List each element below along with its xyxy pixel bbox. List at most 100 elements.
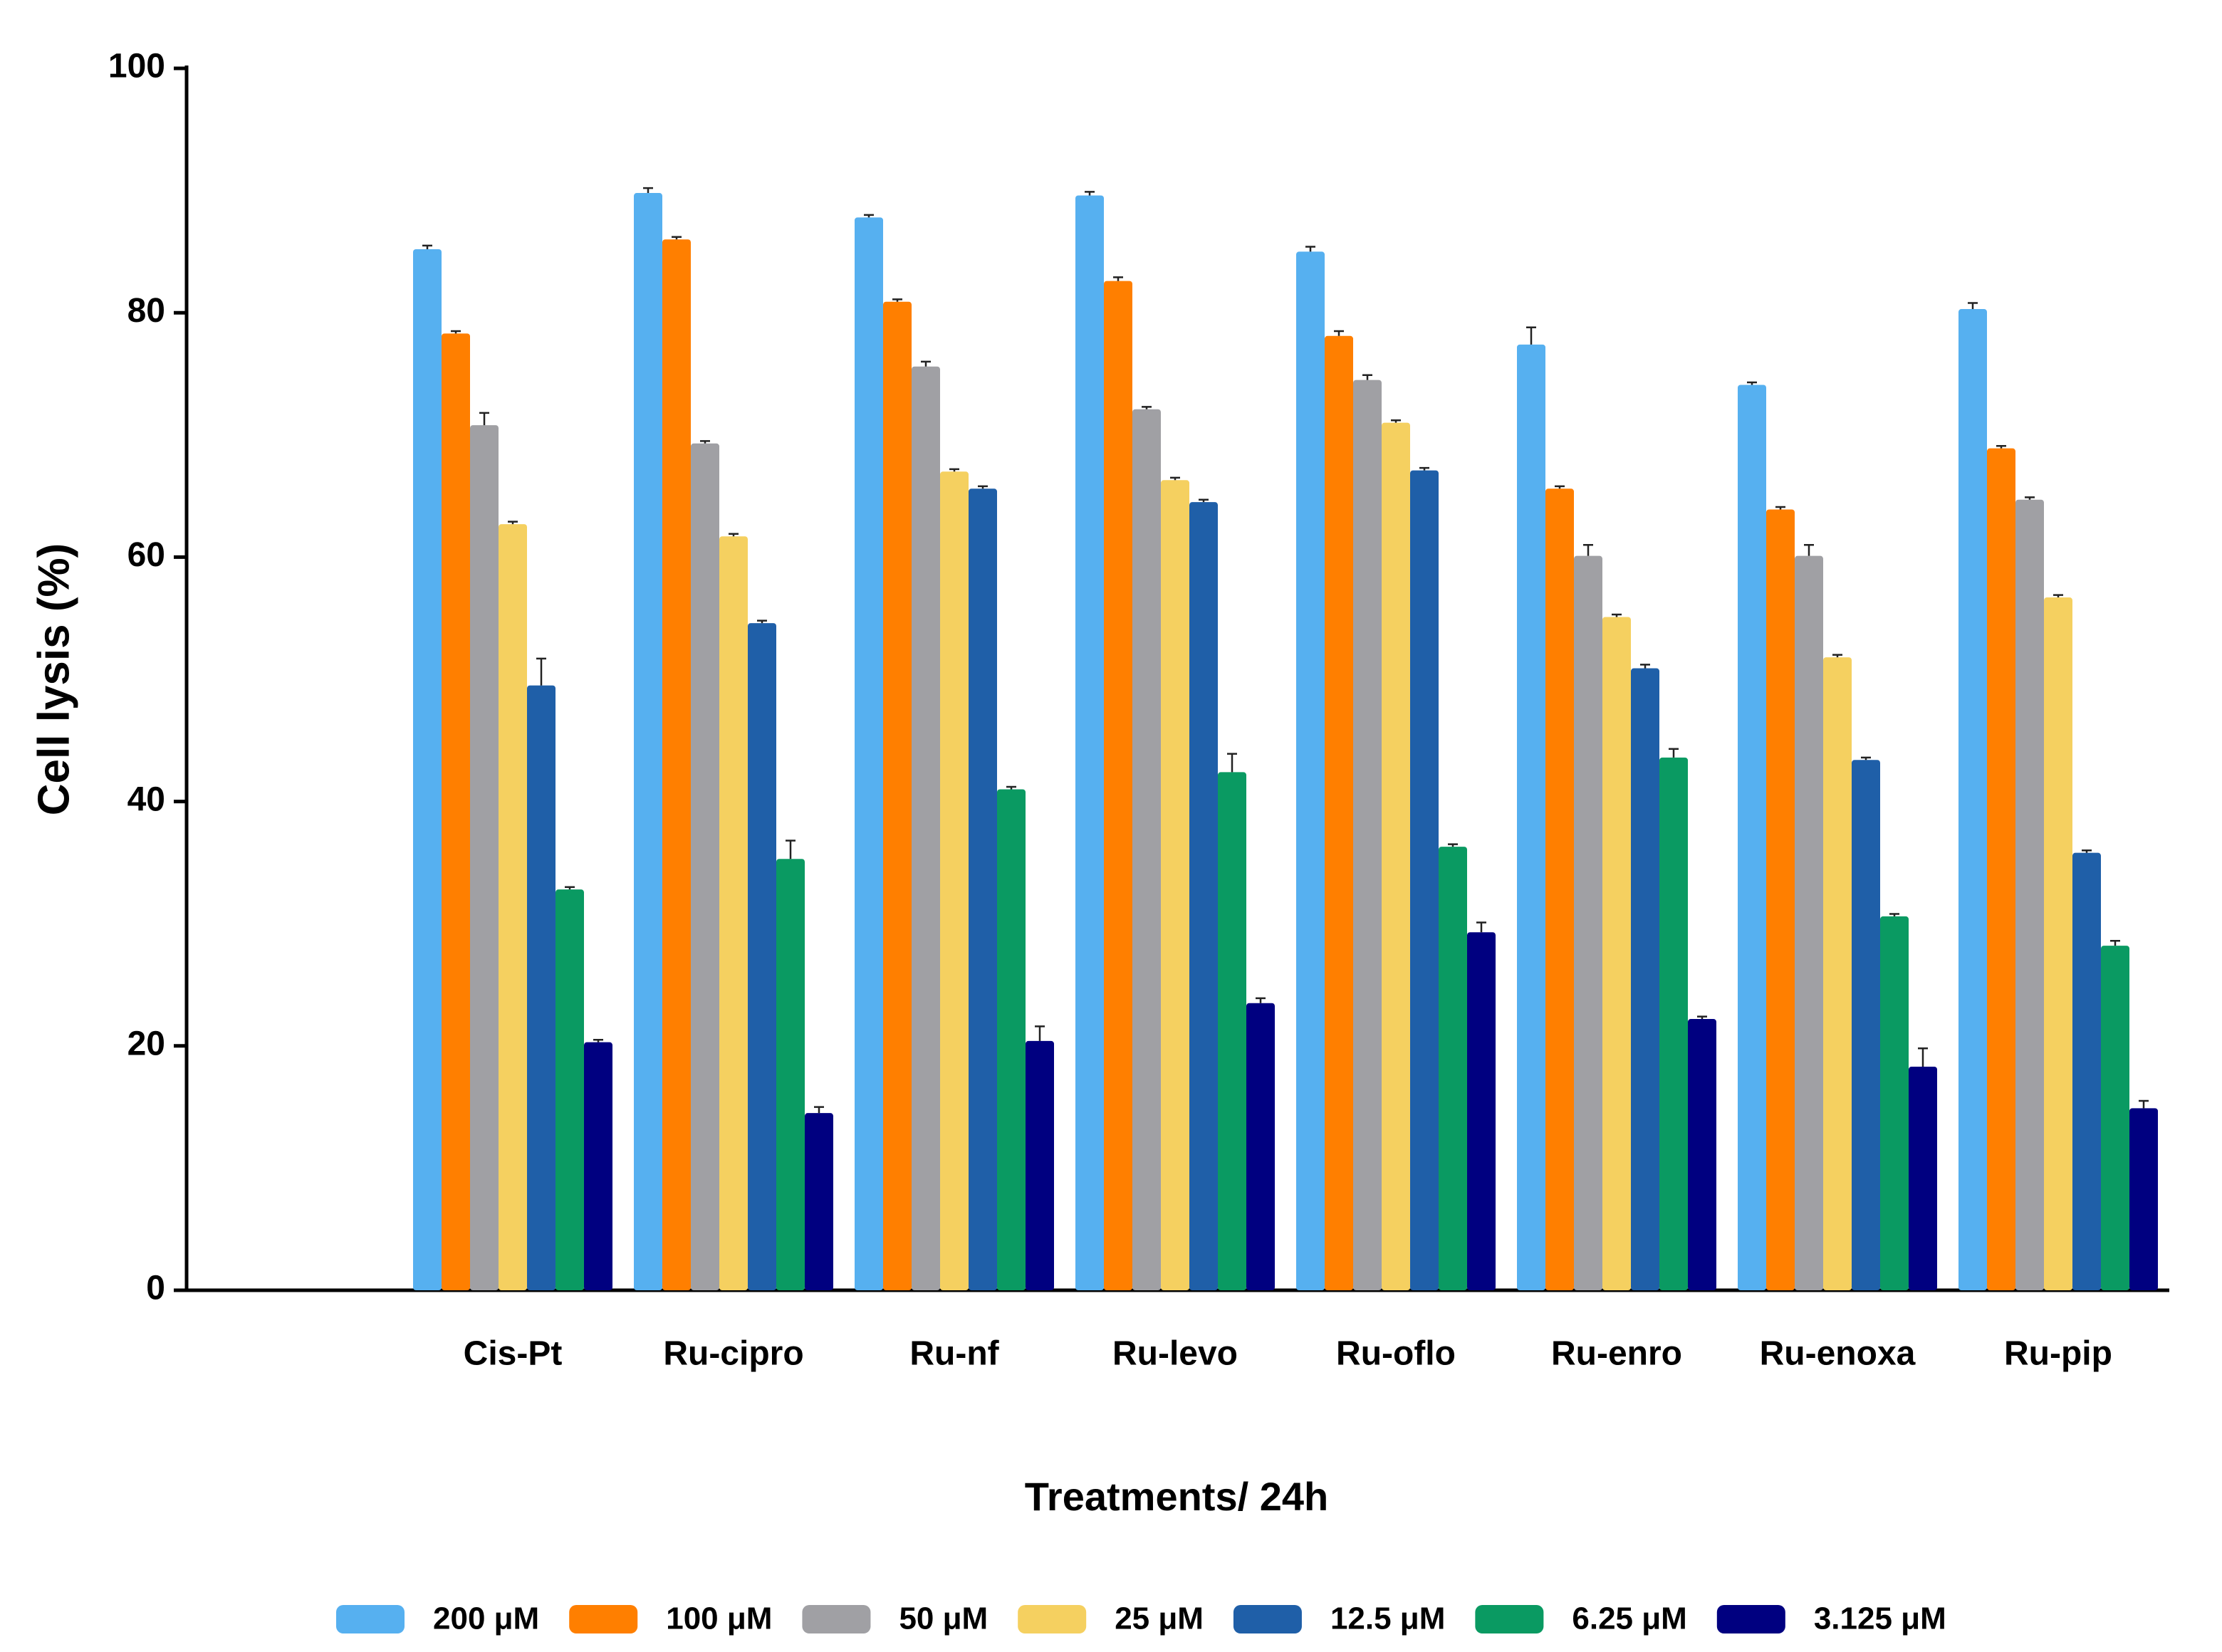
- error-bar: [479, 412, 489, 426]
- error-bar: [1861, 756, 1871, 760]
- error-bar: [1669, 748, 1679, 758]
- error-bar: [978, 485, 988, 489]
- error-bar: [2053, 594, 2063, 598]
- error-bar: [1227, 753, 1237, 773]
- error-bar: [1142, 406, 1152, 409]
- error-bar: [451, 330, 461, 334]
- bar: [1132, 409, 1161, 1291]
- bar: [2101, 946, 2129, 1290]
- error-bar: [1996, 444, 2006, 449]
- bar: [499, 524, 527, 1290]
- bar: [1852, 760, 1880, 1290]
- legend-swatch: [569, 1605, 638, 1633]
- error-bar: [643, 187, 653, 194]
- x-axis-title: Treatments/ 24h: [1025, 1474, 1328, 1519]
- bar: [1880, 916, 1909, 1290]
- bar: [969, 488, 997, 1291]
- error-bar: [1804, 543, 1814, 556]
- bar: [748, 623, 776, 1290]
- bar: [1602, 617, 1631, 1290]
- bar: [805, 1113, 833, 1290]
- error-bar: [1526, 326, 1536, 345]
- bar: [1104, 281, 1132, 1291]
- bar: [1795, 555, 1823, 1290]
- legend-swatch: [336, 1605, 405, 1633]
- error-bar: [2139, 1099, 2149, 1109]
- error-bar: [422, 244, 432, 249]
- error-bar: [921, 360, 931, 367]
- bar: [1688, 1019, 1716, 1290]
- bar: [2072, 852, 2101, 1290]
- legend-swatch: [1018, 1605, 1087, 1633]
- error-bar: [1362, 374, 1372, 380]
- error-bar: [1640, 664, 1650, 669]
- bar: [883, 301, 912, 1291]
- bar: [1987, 448, 2015, 1290]
- bar: [527, 685, 556, 1290]
- error-bar: [1968, 302, 1978, 310]
- bar: [2044, 597, 2072, 1290]
- error-bar: [892, 298, 902, 302]
- x-tick-label: Ru-oflo: [1336, 1335, 1456, 1373]
- x-tick-label: Ru-nf: [909, 1335, 999, 1373]
- y-tick-label: 0: [146, 1270, 165, 1307]
- legend-label: 12.5 μM: [1330, 1601, 1445, 1636]
- y-tick-label: 20: [127, 1025, 165, 1062]
- error-bar: [565, 886, 575, 890]
- error-bar: [1391, 419, 1401, 423]
- bar: [1410, 470, 1439, 1291]
- error-bar: [814, 1106, 824, 1114]
- x-tick-label: Ru-enro: [1551, 1335, 1682, 1373]
- y-tick-label: 60: [127, 536, 165, 574]
- error-bar: [2025, 496, 2035, 500]
- bar: [1075, 195, 1104, 1290]
- bar: [556, 889, 584, 1290]
- bar: [1545, 488, 1574, 1291]
- error-bar: [700, 440, 710, 444]
- bar: [1766, 509, 1795, 1290]
- y-tick-label: 40: [127, 780, 165, 818]
- error-bar: [1305, 246, 1315, 252]
- bar: [1296, 251, 1325, 1290]
- bar: [912, 366, 940, 1290]
- bar: [940, 471, 969, 1290]
- error-bar: [536, 657, 546, 686]
- error-bar: [1476, 921, 1486, 933]
- legend-label: 3.125 μM: [1814, 1601, 1946, 1636]
- bar: [1574, 555, 1602, 1290]
- error-bar: [1583, 543, 1593, 556]
- bar: [584, 1042, 612, 1290]
- bar: [2015, 499, 2044, 1290]
- bar: [1382, 422, 1410, 1290]
- error-bar: [2082, 849, 2092, 853]
- error-bar: [1918, 1047, 1928, 1067]
- bar: [1958, 309, 1987, 1290]
- x-tick-label: Ru-pip: [2004, 1335, 2112, 1373]
- legend-swatch: [1475, 1605, 1544, 1633]
- bar: [634, 193, 662, 1291]
- x-tick-label: Ru-cipro: [663, 1335, 803, 1373]
- bar: [1218, 772, 1246, 1290]
- bar: [442, 333, 470, 1290]
- error-bar: [2110, 939, 2120, 946]
- error-bar: [1697, 1015, 1707, 1020]
- error-bar: [864, 214, 874, 218]
- error-bar: [672, 236, 682, 240]
- error-bar: [786, 840, 796, 859]
- y-tick-label: 100: [108, 48, 165, 85]
- bar: [1246, 1003, 1275, 1290]
- legend-label: 200 μM: [433, 1601, 539, 1636]
- bar: [1189, 502, 1218, 1291]
- bar: [719, 536, 748, 1290]
- error-bar: [593, 1038, 603, 1042]
- bar: [1026, 1040, 1054, 1290]
- bar: [1631, 668, 1659, 1290]
- bar: [1659, 757, 1688, 1290]
- error-bar: [1612, 613, 1622, 617]
- y-axis-title: Cell lysis (%): [29, 543, 78, 815]
- error-bar: [1199, 498, 1209, 503]
- error-bar: [1555, 485, 1565, 489]
- bar: [1353, 380, 1382, 1290]
- bar: [1439, 847, 1467, 1290]
